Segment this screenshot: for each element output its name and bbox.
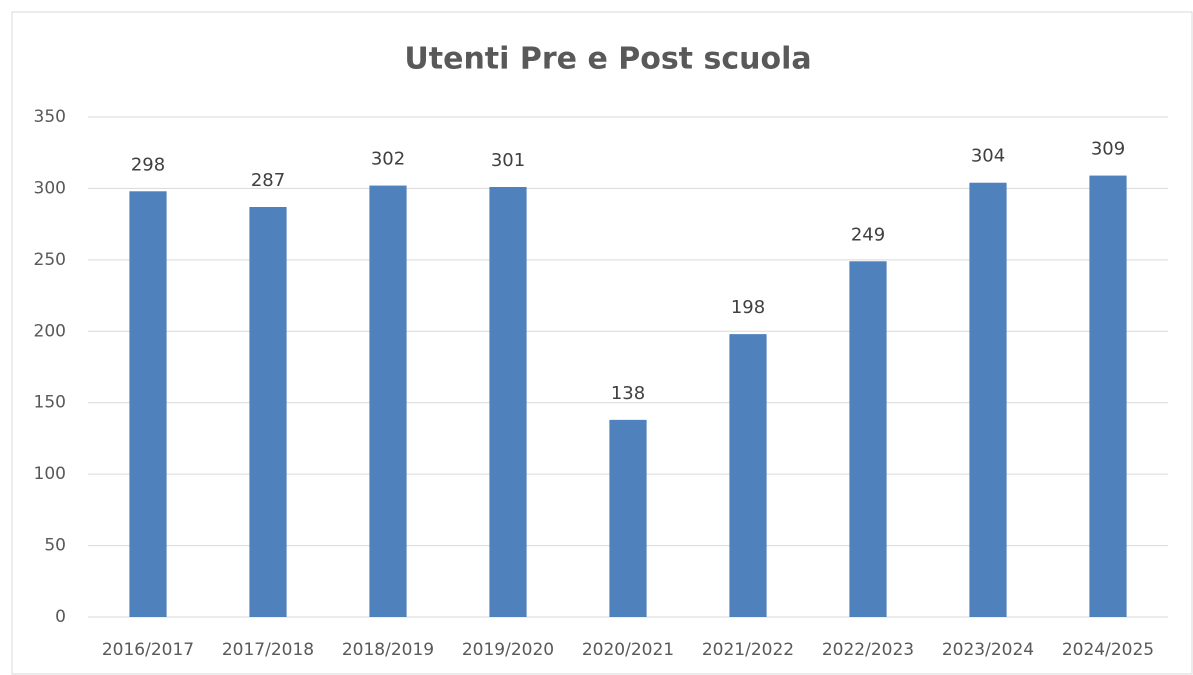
bar bbox=[729, 334, 767, 617]
data-label: 287 bbox=[251, 170, 285, 191]
x-tick-label: 2021/2022 bbox=[702, 640, 794, 660]
bar bbox=[249, 207, 287, 617]
data-label: 304 bbox=[971, 146, 1005, 167]
bar bbox=[849, 261, 887, 617]
chart-frame bbox=[11, 11, 1193, 675]
y-tick-label: 100 bbox=[34, 464, 66, 484]
x-tick-label: 2019/2020 bbox=[462, 640, 554, 660]
bar bbox=[369, 185, 407, 618]
x-tick-label: 2017/2018 bbox=[222, 640, 314, 660]
data-label: 249 bbox=[851, 224, 885, 245]
bar bbox=[969, 182, 1007, 617]
y-tick-label: 50 bbox=[44, 536, 66, 556]
data-label: 302 bbox=[371, 149, 405, 170]
y-tick-label: 200 bbox=[34, 321, 66, 341]
y-tick-label: 350 bbox=[34, 107, 66, 127]
y-tick-label: 250 bbox=[34, 250, 66, 270]
x-tick-label: 2020/2021 bbox=[582, 640, 674, 660]
data-label: 298 bbox=[131, 154, 165, 175]
data-label: 198 bbox=[731, 297, 765, 318]
data-label: 138 bbox=[611, 383, 645, 404]
y-tick-label: 300 bbox=[34, 178, 66, 198]
x-tick-label: 2018/2019 bbox=[342, 640, 434, 660]
bar bbox=[1089, 175, 1127, 618]
bar bbox=[609, 419, 647, 617]
data-label: 309 bbox=[1091, 139, 1125, 160]
x-tick-label: 2022/2023 bbox=[822, 640, 914, 660]
x-tick-label: 2024/2025 bbox=[1062, 640, 1154, 660]
y-tick-label: 0 bbox=[55, 607, 66, 627]
bar bbox=[129, 191, 167, 618]
chart-title: Utenti Pre e Post scuola bbox=[404, 42, 811, 77]
x-tick-label: 2016/2017 bbox=[102, 640, 194, 660]
x-tick-label: 2023/2024 bbox=[942, 640, 1034, 660]
bar bbox=[489, 187, 527, 617]
y-tick-label: 150 bbox=[34, 393, 66, 413]
data-label: 301 bbox=[491, 150, 525, 171]
